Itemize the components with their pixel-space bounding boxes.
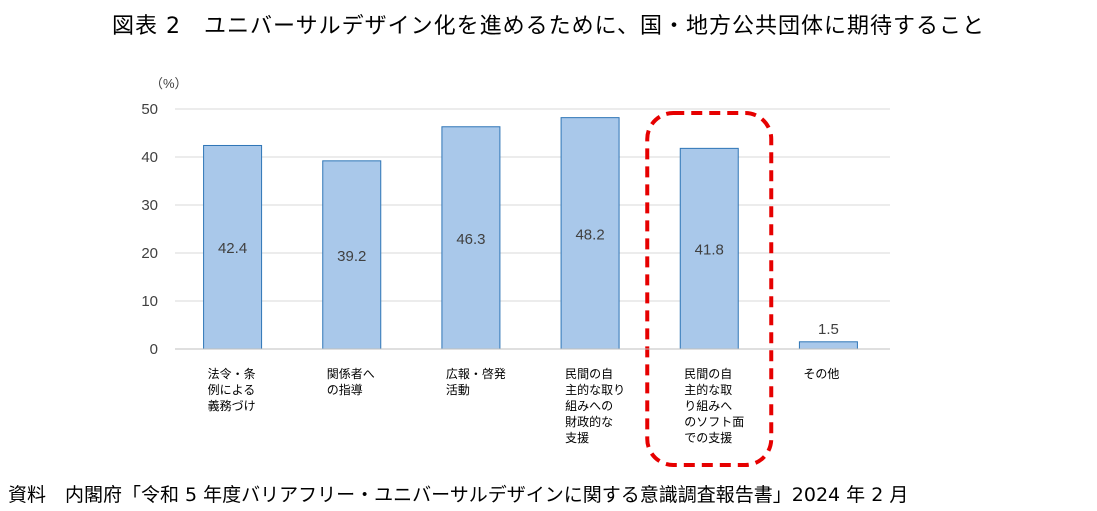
y-tick-label: 30 — [141, 197, 158, 214]
category-label-line: 関係者へ — [327, 367, 375, 381]
category-label-line: 組みへの — [565, 399, 613, 413]
y-tick-label: 20 — [141, 245, 158, 262]
category-label-line: 主的な取 — [684, 382, 732, 397]
category-label-line: 財政的な — [565, 414, 613, 429]
bar — [798, 341, 858, 350]
category-label-line: り組みへ — [684, 399, 732, 413]
y-axis-unit: （%） — [150, 76, 188, 91]
category-label: 法令・条例による義務づけ — [208, 366, 256, 413]
category-label-line: のソフト面 — [684, 415, 744, 429]
data-label: 48.2 — [575, 226, 604, 243]
category-label: 民間の自主的な取り組みへの財政的な支援 — [565, 367, 625, 445]
category-label: 広報・啓発活動 — [446, 366, 506, 397]
category-label-line: 活動 — [446, 383, 470, 397]
category-label: 関係者への指導 — [327, 367, 375, 397]
category-label-line: 民間の自 — [565, 367, 613, 381]
data-label: 46.3 — [456, 231, 485, 248]
data-label: 42.4 — [218, 240, 247, 257]
category-label: その他 — [803, 367, 839, 381]
category-label-line: 民間の自 — [684, 367, 732, 381]
category-label-line: 広報・啓発 — [446, 366, 506, 381]
category-label-line: その他 — [803, 367, 839, 381]
bar-chart: （%） 0 10 20 30 40 50 42.4 法令・条例による義務づけ 39.2 関係者への指… — [141, 76, 890, 467]
category-label-line: 主的な取り — [565, 382, 625, 397]
category-label-line: 例による — [208, 383, 256, 397]
category-label-line: 支援 — [565, 431, 589, 445]
category-label: 民間の自主的な取り組みへのソフト面での支援 — [684, 367, 744, 445]
category-label-line: 法令・条 — [208, 366, 256, 381]
category-label-line: 義務づけ — [208, 398, 256, 413]
category-label-line: での支援 — [684, 431, 732, 445]
chart-title: 図表 2 ユニバーサルデザイン化を進めるために、国・地方公共団体に期待すること — [112, 14, 985, 39]
data-label: 39.2 — [337, 248, 366, 265]
data-label: 1.5 — [818, 321, 839, 338]
category-label-line: の指導 — [327, 382, 363, 397]
data-label: 41.8 — [695, 242, 724, 259]
y-tick-label: 40 — [141, 149, 158, 166]
y-tick-label: 0 — [150, 341, 158, 358]
y-tick-label: 10 — [141, 293, 158, 310]
source-note: 資料 内閣府「令和 5 年度バリアフリー・ユニバーサルデザインに関する意識調査報… — [8, 484, 909, 506]
y-tick-label: 50 — [141, 101, 158, 118]
highlight-box — [645, 111, 774, 467]
bar — [203, 144, 263, 350]
